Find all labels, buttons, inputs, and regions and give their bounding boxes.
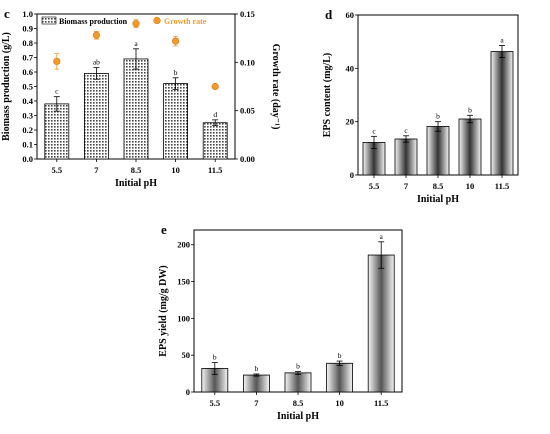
scatter-point (172, 37, 180, 45)
y2-tick-label: 0.05 (240, 106, 255, 116)
significance-label: c (372, 126, 376, 135)
y-tick-label: 150 (177, 277, 190, 287)
bar (458, 118, 482, 176)
y2-tick-label: 0.15 (240, 9, 255, 19)
y-tick-label: 0.1 (22, 140, 33, 150)
significance-label: a (134, 39, 138, 48)
y-tick-label: 100 (177, 313, 190, 323)
significance-label: a (500, 35, 504, 44)
significance-label: b (436, 112, 440, 121)
bar (163, 83, 189, 160)
x-tick-label: 10 (171, 165, 180, 175)
y-axis-label: EPS content (mg/L) (322, 53, 333, 137)
panel-letter: d (325, 7, 333, 22)
significance-label: b (213, 353, 217, 362)
bar (123, 58, 149, 160)
bar (84, 73, 109, 160)
legend-swatch-scatter (153, 16, 161, 25)
x-tick-label: 8.5 (131, 165, 142, 175)
chart-panel-d: d 0 20 40 60 5.5 7 8.5 10 11.5 Initial pH EPS conte… (322, 7, 519, 205)
x-axis-label: Initial pH (417, 194, 459, 205)
x-tick-label: 7 (254, 398, 259, 408)
scatter-point (92, 31, 100, 39)
x-tick-label: 5.5 (209, 398, 220, 408)
y-tick-label: 40 (346, 63, 355, 73)
x-tick-label: 11.5 (208, 165, 222, 175)
scatter-point (53, 57, 61, 65)
bar (242, 374, 270, 393)
y-tick-label: 0.6 (22, 67, 33, 77)
y-tick-label: 0.7 (22, 53, 33, 63)
legend-swatch-bar (41, 16, 57, 25)
bar (326, 362, 354, 393)
significance-label: b (338, 351, 342, 360)
scatter-point (211, 82, 219, 91)
y-tick-label: 60 (346, 10, 355, 20)
y-tick-label: 0.2 (22, 125, 33, 135)
significance-label: b (468, 105, 472, 114)
x-tick-label: 10 (335, 398, 344, 408)
y-tick-label: 20 (346, 117, 355, 127)
x-tick-label: 8.5 (293, 398, 304, 408)
x-tick-label: 11.5 (495, 181, 509, 191)
significance-label: a (380, 232, 384, 241)
x-axis-label: Initial pH (115, 178, 157, 189)
bar (202, 122, 228, 160)
scatter-point (132, 20, 140, 28)
y-tick-label: 0.4 (22, 96, 33, 106)
y-tick-label: 50 (182, 350, 191, 360)
legend-label-biomass: Biomass production (59, 17, 128, 26)
bar (490, 51, 514, 176)
significance-label: b (296, 361, 300, 370)
y-tick-label: 0.9 (22, 24, 33, 34)
y-tick-label: 0.0 (22, 154, 33, 164)
y-tick-label: 0 (350, 170, 354, 180)
bar (367, 254, 395, 393)
y-axis-label: EPS yield (mg/g DW) (158, 265, 169, 356)
x-tick-label: 11.5 (374, 398, 388, 408)
panel-letter: e (161, 222, 167, 237)
bar (426, 126, 450, 176)
y-tick-label: 0.5 (22, 82, 33, 92)
x-tick-label: 7 (404, 181, 409, 191)
chart-panel-c: c 0.0 0.1 0.2 0.3 0.4 0.5 0.6 0.7 0.8 0.9 1.0 5.5 7 8.… (1, 6, 281, 189)
bar (394, 138, 418, 176)
legend-label-growth: Growth rate (164, 17, 207, 26)
chart-panel-e: e 0 50 100 150 200 5.5 7 8.5 10 11.5 Initial pH EPS … (158, 222, 403, 422)
bar (284, 372, 312, 393)
x-tick-label: 7 (94, 165, 99, 175)
x-tick-label: 5.5 (369, 181, 380, 191)
y2-tick-label: 0.00 (240, 154, 255, 164)
y2-axis-label: Growth rate (day⁻¹) (270, 44, 281, 130)
x-tick-label: 5.5 (51, 165, 62, 175)
x-axis-label: Initial pH (277, 411, 319, 422)
y-tick-label: 0.8 (22, 38, 33, 48)
significance-label: c (55, 87, 59, 96)
y-tick-label: 0 (186, 387, 190, 397)
significance-label: c (404, 126, 408, 135)
significance-label: b (174, 68, 178, 77)
bar (44, 103, 70, 160)
y-tick-label: 1.0 (22, 9, 33, 19)
x-tick-label: 8.5 (433, 181, 444, 191)
y-tick-label: 200 (177, 240, 190, 250)
y2-tick-label: 0.10 (240, 57, 255, 67)
x-tick-label: 10 (466, 181, 475, 191)
panel-letter: c (4, 6, 10, 21)
y-tick-label: 0.3 (22, 111, 33, 121)
significance-label: d (213, 110, 217, 119)
y-axis-label: Biomass production (g/L) (1, 32, 12, 141)
significance-label: b (255, 364, 259, 373)
significance-label: ab (93, 58, 100, 67)
